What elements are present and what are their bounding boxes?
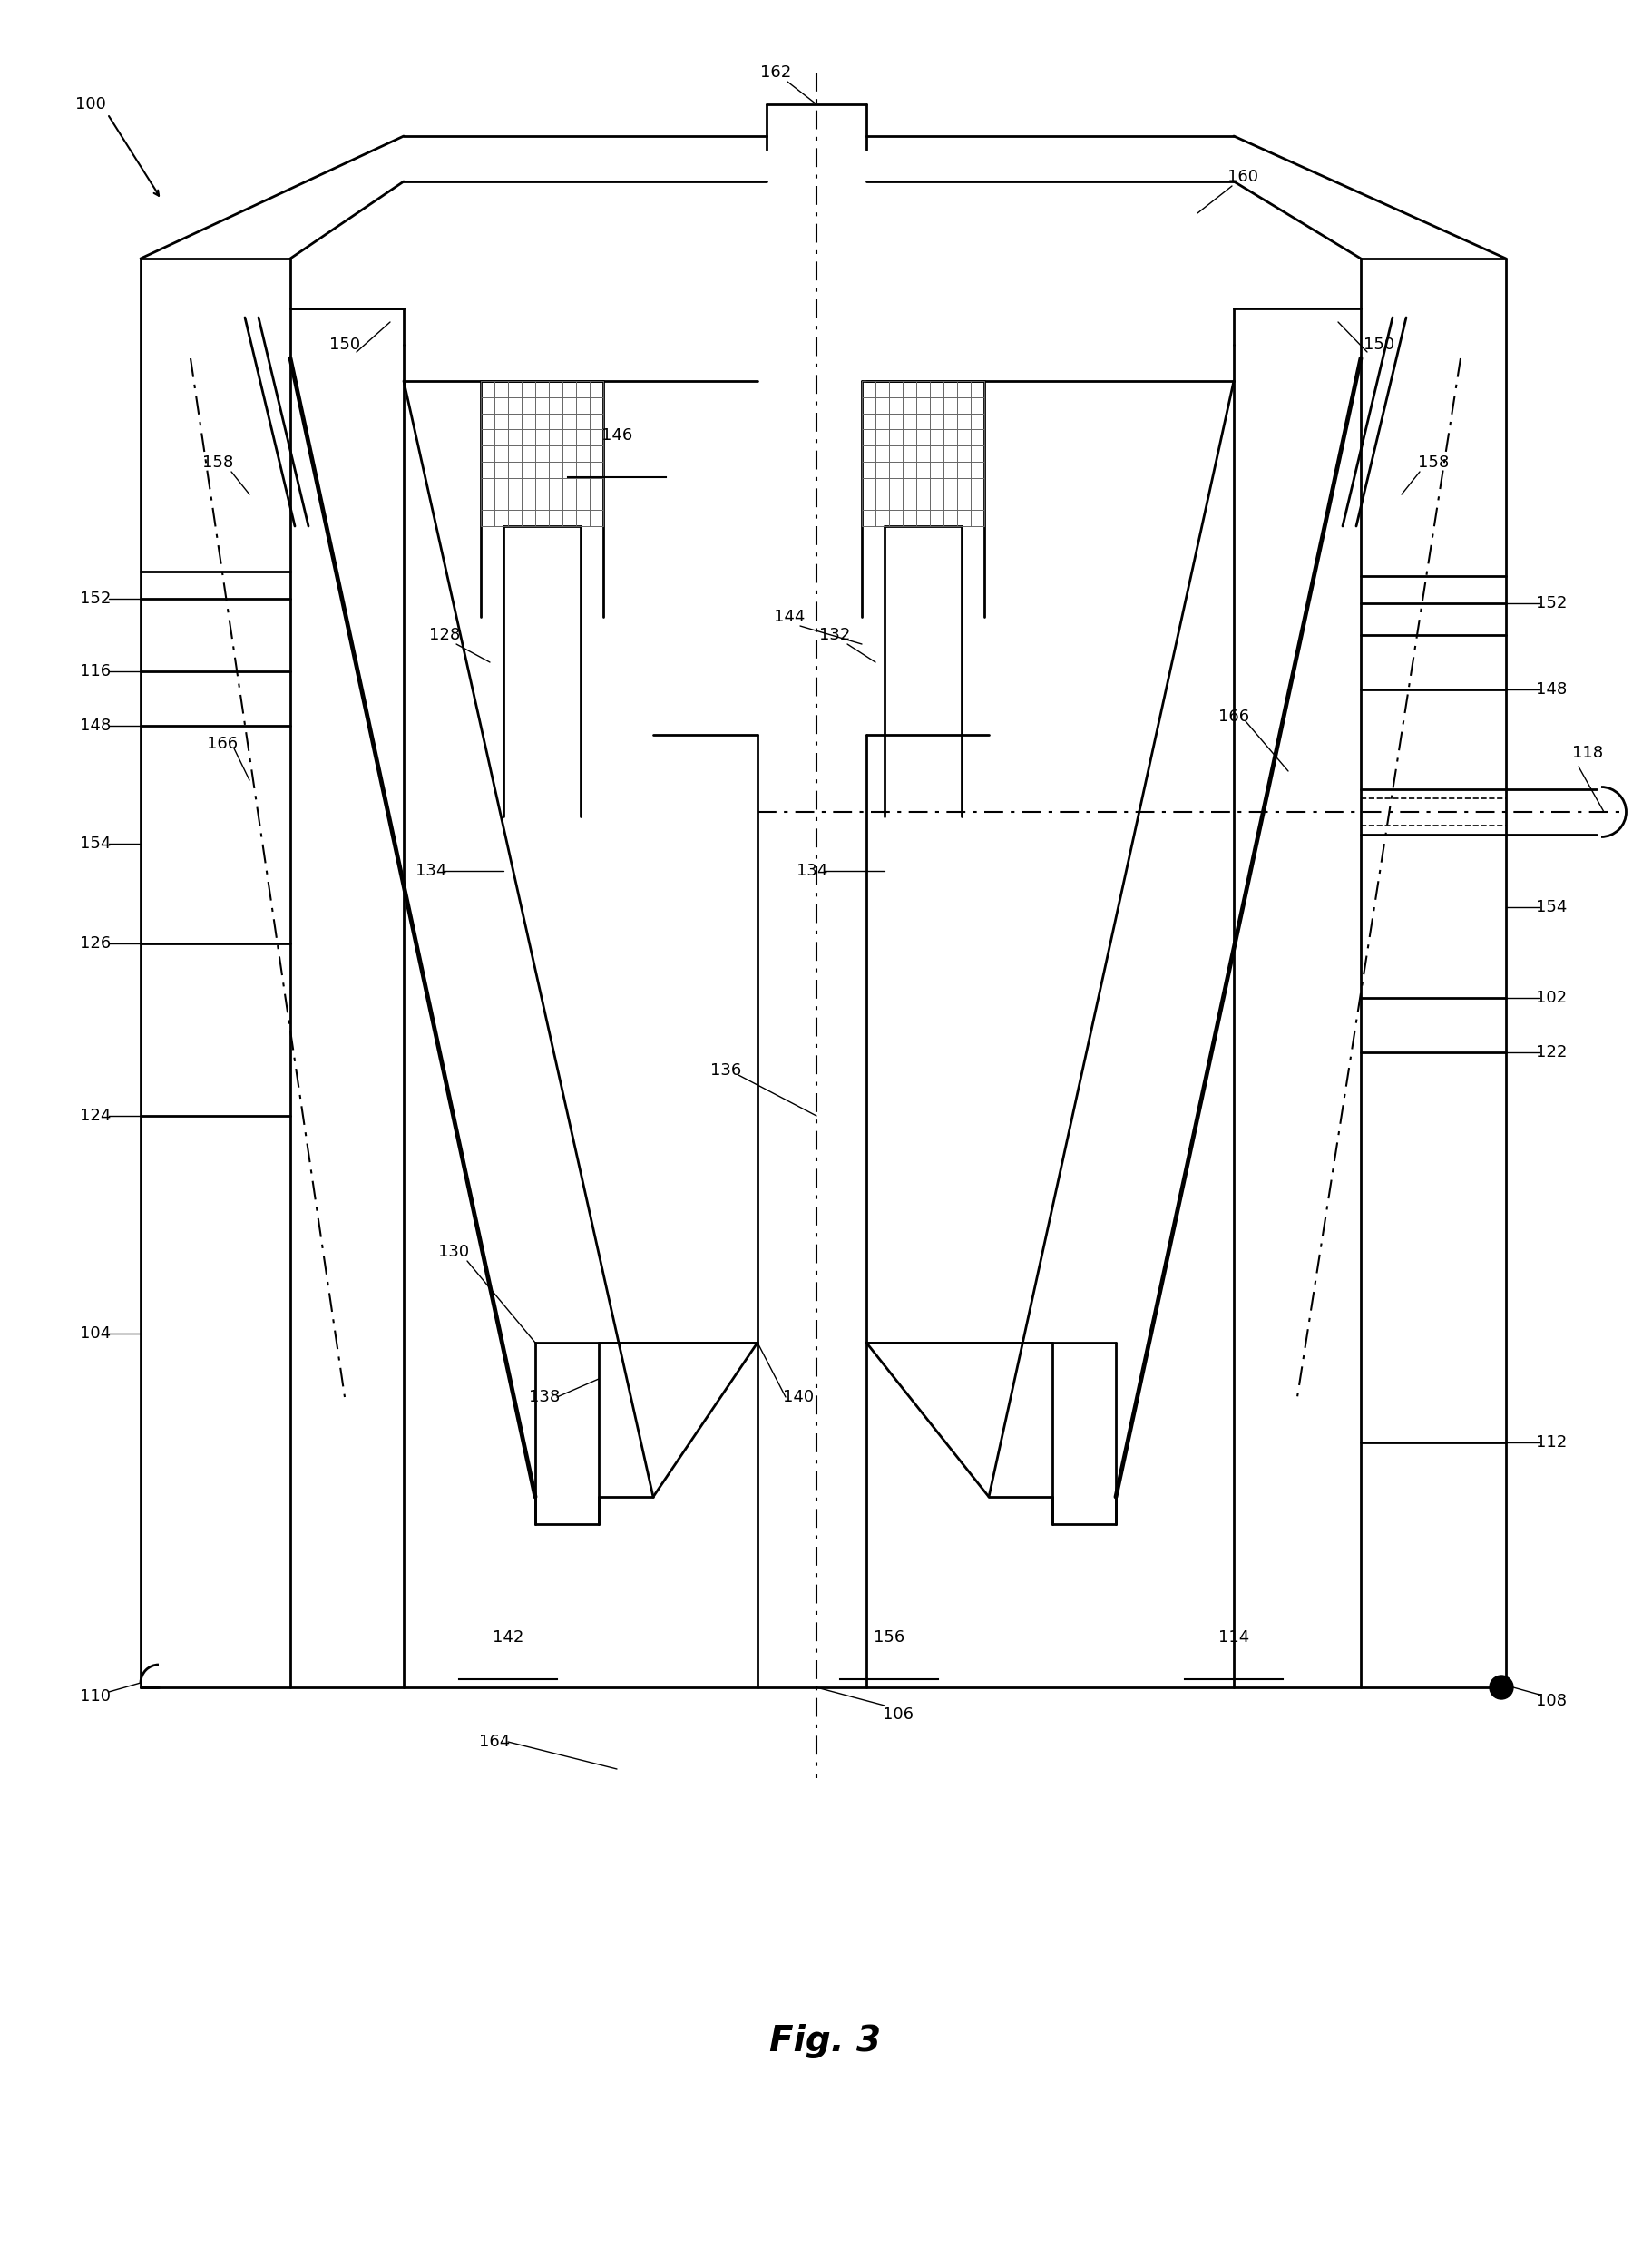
Text: 134: 134 (796, 863, 828, 879)
Text: 106: 106 (882, 1706, 914, 1722)
Text: 154: 154 (1536, 899, 1566, 915)
Text: 158: 158 (202, 454, 233, 470)
Text: 154: 154 (79, 836, 111, 852)
Text: 108: 108 (1536, 1693, 1566, 1708)
Text: 148: 148 (79, 717, 111, 733)
Text: 124: 124 (79, 1108, 111, 1124)
Text: 156: 156 (874, 1630, 905, 1646)
Text: 164: 164 (479, 1733, 510, 1749)
Text: 150: 150 (329, 337, 360, 353)
Text: 116: 116 (79, 663, 111, 679)
Text: 110: 110 (79, 1688, 111, 1704)
Text: 126: 126 (79, 935, 111, 951)
Text: 128: 128 (430, 627, 459, 643)
Text: 166: 166 (1218, 708, 1249, 724)
Text: 142: 142 (492, 1630, 524, 1646)
Text: 150: 150 (1363, 337, 1394, 353)
Text: 146: 146 (601, 427, 633, 443)
Text: 140: 140 (783, 1389, 814, 1405)
Text: 100: 100 (76, 97, 106, 112)
Text: 152: 152 (1536, 596, 1566, 611)
Text: 102: 102 (1536, 989, 1566, 1007)
Text: 112: 112 (1536, 1434, 1566, 1450)
Text: 132: 132 (819, 627, 851, 643)
Text: 138: 138 (529, 1389, 560, 1405)
Text: 152: 152 (79, 591, 111, 607)
Text: 118: 118 (1573, 744, 1602, 762)
Text: 160: 160 (1227, 169, 1259, 184)
Text: 158: 158 (1417, 454, 1449, 470)
Text: 104: 104 (79, 1326, 111, 1342)
Text: 134: 134 (415, 863, 446, 879)
Text: 130: 130 (438, 1243, 469, 1261)
Text: 144: 144 (773, 609, 805, 625)
Text: Fig. 3: Fig. 3 (770, 2023, 881, 2059)
Text: 114: 114 (1218, 1630, 1249, 1646)
Text: 122: 122 (1536, 1043, 1566, 1061)
Circle shape (1490, 1675, 1513, 1699)
Text: 166: 166 (206, 735, 238, 753)
Text: 162: 162 (760, 65, 791, 81)
Text: 148: 148 (1536, 681, 1566, 697)
Text: 136: 136 (710, 1063, 742, 1079)
